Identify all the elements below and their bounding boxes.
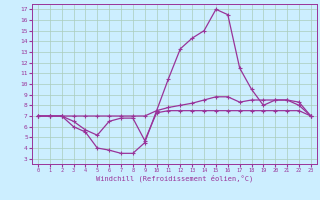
X-axis label: Windchill (Refroidissement éolien,°C): Windchill (Refroidissement éolien,°C) [96, 175, 253, 182]
